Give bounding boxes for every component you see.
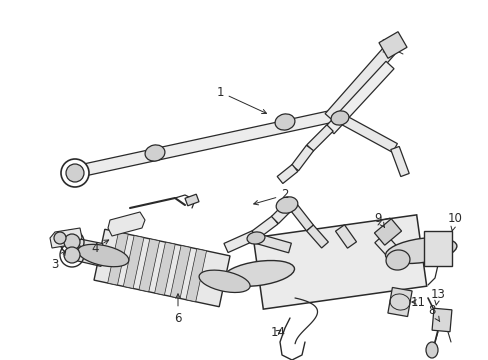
Polygon shape (288, 202, 313, 231)
Polygon shape (108, 212, 145, 236)
Text: 6: 6 (174, 294, 182, 324)
Text: 3: 3 (51, 251, 65, 271)
Polygon shape (154, 242, 175, 295)
Ellipse shape (145, 145, 164, 161)
Polygon shape (325, 46, 394, 122)
Ellipse shape (385, 250, 409, 270)
Text: 8: 8 (427, 303, 439, 321)
Polygon shape (277, 165, 297, 184)
Polygon shape (387, 288, 411, 316)
Ellipse shape (385, 238, 456, 264)
Polygon shape (185, 249, 206, 302)
Polygon shape (423, 230, 451, 266)
Polygon shape (251, 216, 278, 239)
Polygon shape (170, 246, 190, 298)
Polygon shape (74, 109, 339, 178)
Polygon shape (107, 232, 128, 285)
Ellipse shape (223, 261, 294, 286)
Polygon shape (291, 145, 313, 171)
Text: 14: 14 (270, 325, 285, 338)
Ellipse shape (54, 232, 66, 244)
Ellipse shape (70, 166, 86, 182)
Polygon shape (374, 219, 401, 245)
Text: 10: 10 (447, 211, 462, 231)
Ellipse shape (66, 164, 84, 182)
Text: 1: 1 (216, 85, 266, 113)
Text: 7: 7 (0, 359, 1, 360)
Text: 2: 2 (253, 189, 288, 205)
Polygon shape (337, 114, 397, 152)
Polygon shape (71, 251, 103, 266)
Polygon shape (431, 308, 451, 332)
Ellipse shape (425, 342, 437, 358)
Polygon shape (271, 202, 293, 224)
Ellipse shape (73, 169, 83, 179)
Text: 9: 9 (373, 211, 384, 228)
Polygon shape (224, 230, 257, 253)
Text: 4: 4 (91, 240, 108, 255)
Polygon shape (94, 229, 229, 307)
Polygon shape (123, 235, 143, 288)
Ellipse shape (275, 114, 294, 130)
Ellipse shape (246, 232, 264, 244)
Ellipse shape (199, 270, 249, 292)
Ellipse shape (330, 111, 348, 125)
Ellipse shape (61, 159, 89, 187)
Ellipse shape (64, 247, 80, 263)
Polygon shape (306, 225, 328, 248)
Polygon shape (325, 61, 393, 134)
Polygon shape (253, 233, 291, 253)
Polygon shape (50, 228, 82, 248)
Text: 11: 11 (409, 296, 425, 309)
Text: 13: 13 (429, 288, 445, 305)
Text: 12: 12 (0, 359, 1, 360)
Polygon shape (71, 238, 102, 252)
Ellipse shape (78, 244, 128, 267)
Polygon shape (306, 125, 332, 151)
Polygon shape (184, 194, 199, 206)
Ellipse shape (276, 197, 297, 213)
Polygon shape (335, 225, 356, 248)
Polygon shape (374, 233, 405, 265)
Polygon shape (139, 239, 159, 292)
Polygon shape (378, 32, 406, 58)
Text: 5: 5 (0, 359, 1, 360)
Ellipse shape (64, 234, 80, 250)
Polygon shape (253, 215, 426, 309)
Polygon shape (390, 147, 408, 176)
